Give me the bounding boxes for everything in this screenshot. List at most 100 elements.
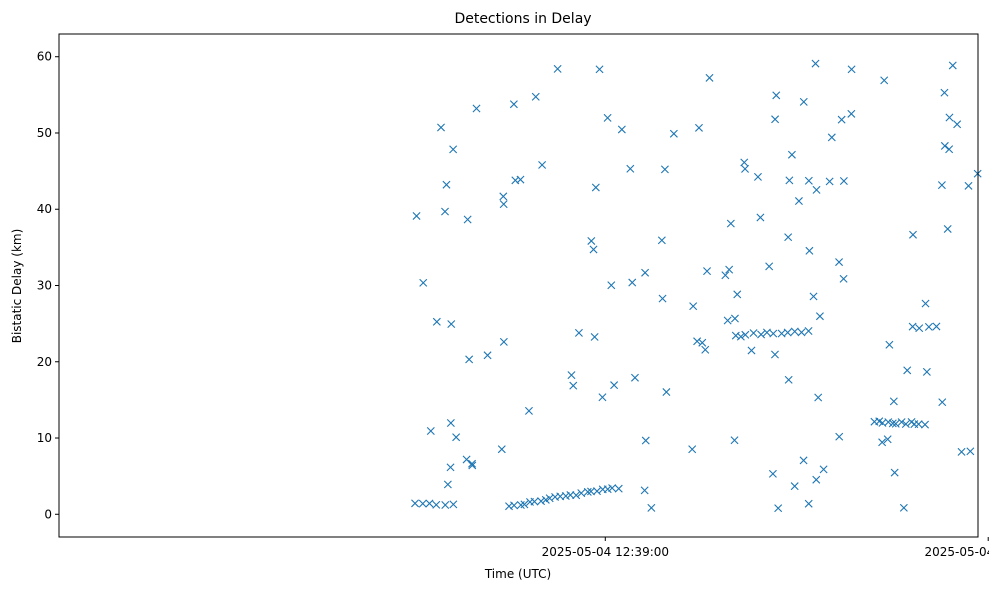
detection-marker (418, 499, 427, 508)
detection-marker (617, 125, 626, 134)
detection-marker (703, 267, 712, 276)
detection-marker (516, 175, 525, 184)
detection-marker (769, 329, 778, 338)
detection-marker (783, 328, 792, 337)
y-tick-label: 40 (37, 202, 52, 216)
detection-marker (878, 438, 887, 447)
detection-marker (725, 265, 734, 274)
detection-marker (483, 351, 492, 360)
detection-marker (768, 469, 777, 478)
detection-marker (938, 398, 947, 407)
detection-marker (741, 330, 750, 339)
detection-marker (883, 435, 892, 444)
detection-marker (957, 447, 966, 456)
detection-marker (847, 109, 856, 118)
detection-marker (524, 406, 533, 415)
detection-marker (804, 326, 813, 335)
detection-marker (688, 445, 697, 454)
detection-marker (598, 393, 607, 402)
detection-marker (660, 165, 669, 174)
detection-marker (441, 207, 450, 216)
x-tick-label: 2025-05-04 12:40:00 (924, 545, 989, 559)
detection-marker (921, 420, 930, 429)
detection-marker (447, 320, 456, 329)
y-tick-label: 10 (37, 431, 52, 445)
detection-marker (799, 456, 808, 465)
detection-marker (937, 181, 946, 190)
detection-marker (465, 355, 474, 364)
detection-marker (762, 328, 771, 337)
detection-marker (814, 393, 823, 402)
detection-marker (943, 224, 952, 233)
detection-marker (572, 491, 581, 500)
detection-marker (530, 497, 539, 506)
detection-marker (658, 294, 667, 303)
detection-marker (940, 141, 949, 150)
y-tick-label: 60 (37, 50, 52, 64)
detection-marker (432, 317, 441, 326)
detection-marker (964, 181, 973, 190)
detection-marker (569, 381, 578, 390)
detection-marker (901, 420, 910, 429)
detection-marker (721, 271, 730, 280)
detection-marker (587, 487, 595, 496)
detection-marker (591, 183, 600, 192)
detection-marker (897, 418, 906, 427)
detection-marker (593, 487, 601, 496)
detection-marker (641, 268, 650, 277)
detection-marker (799, 97, 808, 106)
detection-marker (812, 475, 821, 484)
detection-marker (610, 381, 619, 390)
y-tick-label: 0 (44, 507, 52, 521)
detection-marker (468, 459, 477, 468)
detection-marker (953, 120, 962, 129)
detection-marker (567, 371, 576, 380)
detection-marker (733, 290, 742, 299)
detection-marker (804, 176, 813, 185)
detection-marker (835, 258, 844, 267)
detection-marker (740, 158, 749, 167)
detection-marker (809, 292, 818, 301)
detection-marker (945, 113, 954, 122)
detection-marker (730, 436, 739, 445)
detection-marker (835, 432, 844, 441)
detection-marker (626, 164, 635, 173)
detection-marker (940, 88, 949, 97)
detection-marker (577, 489, 586, 498)
detection-marker (948, 61, 957, 70)
detection-marker (583, 487, 592, 496)
detection-marker (442, 180, 451, 189)
detection-marker (590, 332, 599, 341)
detection-marker (628, 278, 637, 287)
detection-marker (772, 91, 781, 100)
detection-marker (574, 328, 583, 337)
detection-marker (811, 59, 820, 68)
detection-marker (804, 499, 813, 508)
detection-marker (797, 328, 806, 337)
detection-marker (839, 274, 848, 283)
y-tick-label: 20 (37, 355, 52, 369)
detection-marker (847, 65, 856, 74)
detection-marker (966, 447, 975, 456)
y-tick-label: 30 (37, 279, 52, 293)
detection-marker (698, 338, 707, 347)
detection-marker (446, 463, 455, 472)
detection-marker (749, 329, 758, 338)
x-axis-label: Time (UTC) (484, 567, 551, 581)
detection-marker (825, 177, 834, 186)
detection-marker (771, 115, 780, 124)
detection-marker (837, 115, 846, 124)
detection-marker (884, 418, 893, 427)
detection-marker (885, 340, 894, 349)
detection-marker (756, 213, 765, 222)
detection-marker (736, 332, 745, 341)
detection-marker (614, 484, 623, 493)
detection-marker (589, 245, 598, 254)
detection-marker (784, 375, 793, 384)
detection-marker (790, 327, 799, 336)
detection-marker (657, 236, 666, 245)
detection-marker (805, 246, 814, 255)
detection-marker (945, 145, 954, 154)
